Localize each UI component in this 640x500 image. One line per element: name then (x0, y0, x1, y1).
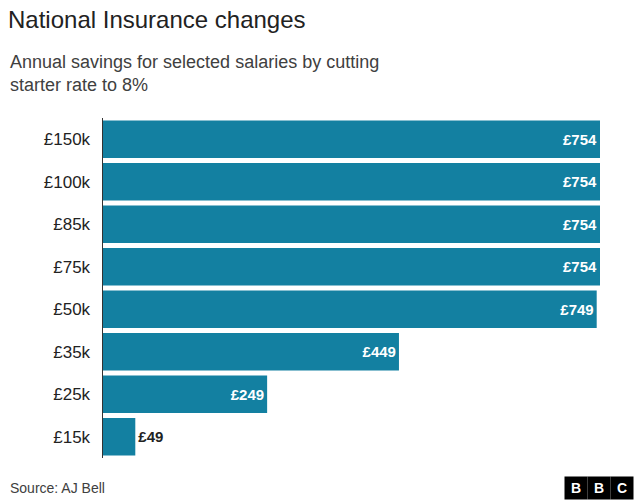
svg-text:£100k: £100k (44, 173, 91, 192)
svg-text:Annual savings for selected sa: Annual savings for selected salaries by … (10, 52, 379, 95)
svg-text:£85k: £85k (53, 215, 90, 234)
svg-text:£49: £49 (138, 428, 163, 445)
svg-text:£15k: £15k (53, 428, 90, 447)
svg-text:National Insurance changes: National Insurance changes (8, 6, 306, 33)
svg-text:£25k: £25k (53, 385, 90, 404)
svg-text:£754: £754 (563, 131, 597, 148)
svg-text:£754: £754 (563, 173, 597, 190)
svg-text:Source: AJ Bell: Source: AJ Bell (10, 480, 105, 496)
svg-text:C: C (617, 480, 627, 496)
svg-text:£449: £449 (363, 343, 396, 360)
svg-text:£754: £754 (563, 216, 597, 233)
svg-text:£249: £249 (231, 386, 264, 403)
svg-text:B: B (594, 480, 604, 496)
svg-text:B: B (571, 480, 581, 496)
svg-text:£50k: £50k (53, 300, 90, 319)
svg-text:£754: £754 (563, 258, 597, 275)
svg-text:£150k: £150k (44, 130, 91, 149)
svg-text:£749: £749 (560, 301, 593, 318)
svg-text:£75k: £75k (53, 258, 90, 277)
svg-text:£35k: £35k (53, 343, 90, 362)
